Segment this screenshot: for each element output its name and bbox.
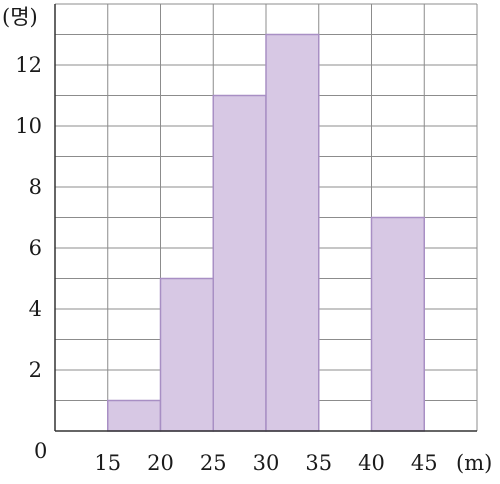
y-tick-label: 6 <box>29 236 42 260</box>
y-tick-label: 10 <box>15 114 42 138</box>
histogram-bar <box>265 33 320 432</box>
histogram-bar <box>159 277 214 432</box>
x-tick-label: 25 <box>200 451 227 475</box>
y-tick-label: 8 <box>29 175 42 199</box>
x-tick-label: 15 <box>94 451 121 475</box>
x-tick-label: 35 <box>305 451 332 475</box>
histogram-bar <box>212 94 267 432</box>
x-axis-unit-label: (m) <box>456 451 492 475</box>
axis-layer <box>54 4 477 432</box>
histogram-bar <box>107 399 162 432</box>
y-tick-label: 4 <box>29 297 42 321</box>
y-tick-label: 12 <box>15 53 42 77</box>
x-tick-label: 30 <box>253 451 280 475</box>
label-layer: (명) 0 (m) 2 4 6 8 10 12 15 20 25 30 35 40 45 <box>2 5 492 475</box>
x-tick-label: 20 <box>147 451 174 475</box>
y-tick-label: 2 <box>29 358 42 382</box>
y-axis-unit-label: (명) <box>2 5 38 29</box>
histogram-bar <box>370 216 425 432</box>
origin-label: 0 <box>34 439 47 463</box>
x-tick-label: 45 <box>411 451 438 475</box>
bar-layer <box>107 33 425 432</box>
x-tick-label: 40 <box>358 451 385 475</box>
